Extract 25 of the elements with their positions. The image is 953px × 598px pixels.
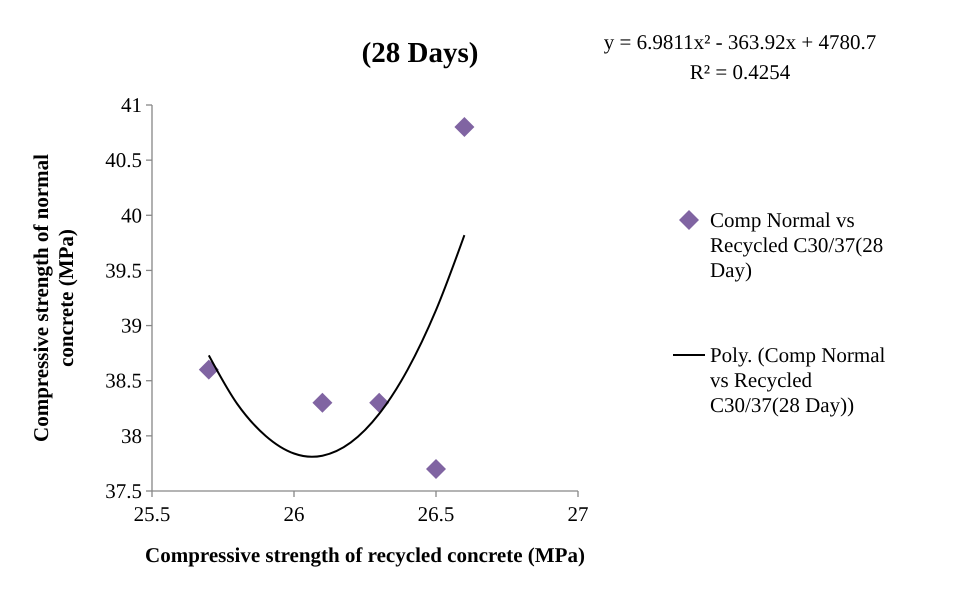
x-tick-label: 27 xyxy=(568,502,588,526)
point xyxy=(198,360,219,380)
point xyxy=(369,392,390,413)
x-tick-label: 25.5 xyxy=(134,502,170,526)
y-tick-label: 38 xyxy=(121,424,142,448)
x-axis-title: Compressive strength of recycled concrete (MPa) xyxy=(145,543,585,567)
text: R² = 0.4254 xyxy=(690,60,791,84)
point xyxy=(426,458,446,479)
y-tick-label: 38.5 xyxy=(105,368,142,393)
y-tick-label: 39.5 xyxy=(105,258,142,282)
point xyxy=(312,392,332,413)
y-tick-label: 41 xyxy=(121,93,142,117)
y-tick-label: 37.5 xyxy=(105,479,142,503)
x-tick-label: 26.5 xyxy=(418,502,454,526)
y-tick-label: 40.5 xyxy=(105,148,142,172)
legend-label: Comp Normal vs Recycled C30/37(28 Day) xyxy=(710,208,884,282)
y-tick-label: 40 xyxy=(121,203,142,228)
y-tick-label: 39 xyxy=(121,314,142,338)
y-axis-title: Compressive strength of normal concrete (MPa) xyxy=(29,154,78,442)
x-tick-label: 26 xyxy=(284,502,304,526)
legend-label: Poly. (Comp Normal vs Recycled C30/37(28 Day)) xyxy=(710,343,886,417)
chart-title: (28 Days) xyxy=(362,37,478,69)
point xyxy=(454,117,474,138)
line-series xyxy=(208,234,466,458)
text: y = 6.9811x² - 363.92x + 4780.7 xyxy=(604,30,876,54)
